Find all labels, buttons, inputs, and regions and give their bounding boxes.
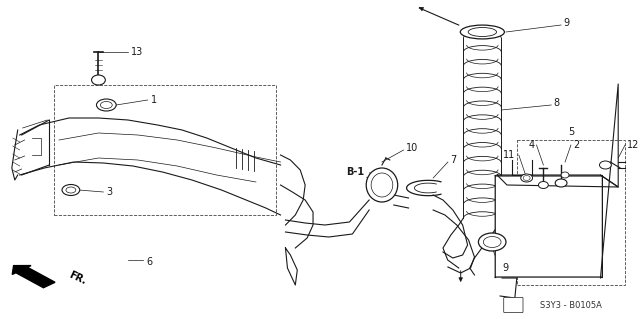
Text: B-1: B-1: [346, 167, 364, 177]
Text: S3Y3 - B0105A: S3Y3 - B0105A: [540, 300, 602, 309]
Polygon shape: [264, 185, 274, 194]
Text: 4: 4: [529, 140, 534, 150]
Text: 10: 10: [406, 143, 418, 153]
Text: 3: 3: [106, 187, 113, 197]
Ellipse shape: [561, 172, 569, 178]
Ellipse shape: [538, 182, 548, 189]
Text: FR.: FR.: [67, 270, 88, 286]
Ellipse shape: [100, 101, 112, 108]
Text: 9: 9: [502, 263, 508, 273]
Bar: [54, 85, 276, 215]
Text: 9: 9: [563, 18, 569, 28]
Ellipse shape: [92, 75, 106, 85]
Ellipse shape: [483, 236, 501, 248]
Text: 1: 1: [151, 95, 157, 105]
Ellipse shape: [62, 184, 80, 196]
Text: 6: 6: [146, 257, 152, 267]
Ellipse shape: [468, 27, 497, 36]
Text: 13: 13: [131, 47, 143, 57]
Text: 2: 2: [573, 140, 579, 150]
Text: 11: 11: [504, 150, 516, 160]
FancyBboxPatch shape: [504, 297, 523, 313]
Ellipse shape: [460, 25, 504, 39]
FancyBboxPatch shape: [495, 175, 602, 278]
Ellipse shape: [479, 233, 506, 251]
Ellipse shape: [524, 175, 530, 181]
Ellipse shape: [521, 174, 532, 182]
Ellipse shape: [555, 179, 567, 187]
Text: 12: 12: [627, 140, 639, 150]
Ellipse shape: [366, 168, 397, 202]
Bar: [517, 140, 625, 285]
Ellipse shape: [600, 161, 611, 169]
Text: 7: 7: [450, 155, 456, 165]
Ellipse shape: [371, 173, 393, 197]
FancyArrow shape: [12, 266, 55, 288]
Text: 8: 8: [553, 98, 559, 108]
Ellipse shape: [97, 99, 116, 111]
Text: 5: 5: [568, 127, 574, 137]
Ellipse shape: [66, 187, 76, 193]
